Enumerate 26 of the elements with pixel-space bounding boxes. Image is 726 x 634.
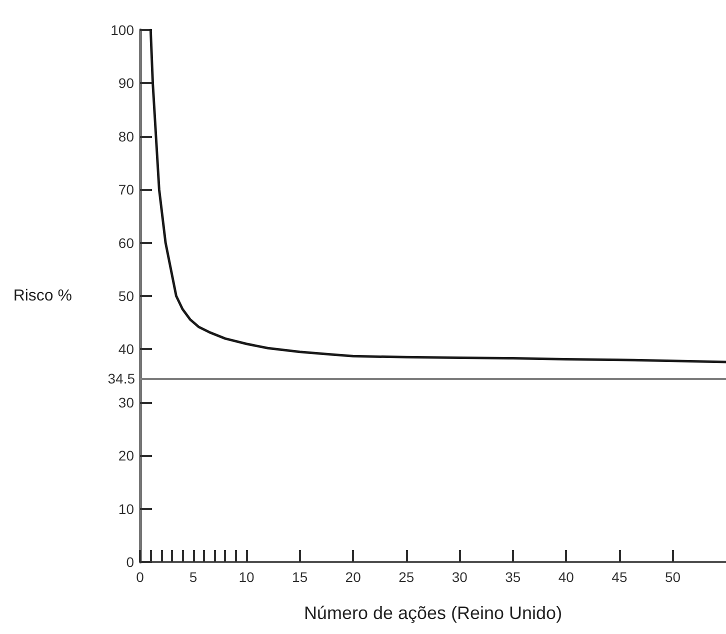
y-axis-title: Risco % [13,288,72,304]
y-tick-label: 80 [118,128,134,144]
x-tick-label: 5 [189,569,198,585]
x-tick-label: 0 [136,569,144,585]
y-tick-label: 100 [110,22,134,38]
y-tick-label: 70 [118,182,134,198]
x-tick-label: 50 [664,569,681,585]
x-tick-label: 20 [345,569,362,585]
x-tick-label: 35 [505,569,521,585]
y-tick-label: 30 [118,394,134,410]
y-tick-label: 20 [118,448,134,464]
x-tick-label: 25 [398,569,414,585]
line-series [149,28,726,364]
y-tick-label: 50 [118,288,134,304]
y-tick-label: 60 [118,234,134,251]
x-tick-label: 10 [238,569,255,585]
x-tick-label: 45 [612,569,628,585]
y-tick-label: 40 [118,341,134,358]
y-tick-label: 10 [118,500,134,517]
x-axis-title: Número de ações (Reino Unido) [304,603,562,623]
y-tick-label: 90 [118,75,134,92]
ref-line-label: 34.5 [108,370,136,386]
x-tick-label: 30 [452,569,468,585]
x-tick-label: 40 [558,569,574,585]
x-tick-label: 15 [292,569,308,585]
y-tick-label: 0 [126,554,134,570]
